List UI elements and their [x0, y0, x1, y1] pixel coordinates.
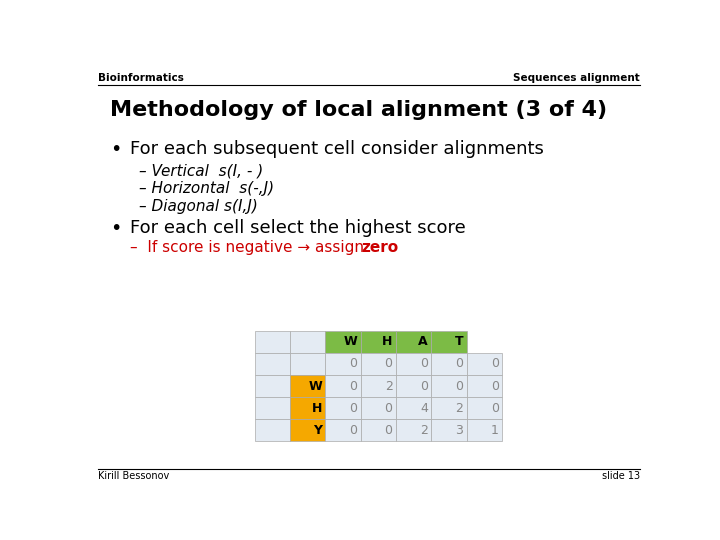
Bar — [467, 419, 502, 441]
Text: 0: 0 — [349, 380, 357, 393]
Bar — [396, 331, 431, 353]
Text: H: H — [382, 335, 392, 348]
Text: W: W — [343, 335, 357, 348]
Text: 1: 1 — [491, 423, 499, 436]
Text: –  If score is negative → assign: – If score is negative → assign — [130, 240, 369, 255]
Text: – Diagonal s(I,J): – Diagonal s(I,J) — [139, 199, 258, 214]
Text: H: H — [312, 402, 322, 415]
Text: Kirill Bessonov: Kirill Bessonov — [98, 471, 169, 482]
Bar — [290, 419, 325, 441]
Bar — [255, 353, 290, 375]
Bar — [361, 353, 396, 375]
Bar — [325, 331, 361, 353]
Bar — [431, 419, 467, 441]
Text: 0: 0 — [455, 357, 463, 370]
Text: For each subsequent cell consider alignments: For each subsequent cell consider alignm… — [130, 140, 544, 158]
Bar — [396, 397, 431, 419]
Text: •: • — [110, 219, 122, 239]
Text: 2: 2 — [456, 402, 463, 415]
Bar — [325, 353, 361, 375]
Text: For each cell select the highest score: For each cell select the highest score — [130, 219, 466, 238]
Bar — [431, 375, 467, 397]
Text: 0: 0 — [349, 423, 357, 436]
Text: – Horizontal  s(-,J): – Horizontal s(-,J) — [139, 181, 274, 196]
Bar — [255, 331, 290, 353]
Bar — [396, 375, 431, 397]
Bar — [396, 353, 431, 375]
Text: 0: 0 — [384, 402, 392, 415]
Text: Bioinformatics: Bioinformatics — [98, 73, 184, 83]
Text: – Vertical  s(I, - ): – Vertical s(I, - ) — [139, 164, 264, 179]
Text: slide 13: slide 13 — [602, 471, 640, 482]
Text: 0: 0 — [490, 402, 499, 415]
Bar — [325, 397, 361, 419]
Bar — [290, 353, 325, 375]
Bar — [255, 375, 290, 397]
Text: 0: 0 — [420, 357, 428, 370]
Bar — [467, 353, 502, 375]
Bar — [255, 397, 290, 419]
Bar — [290, 331, 325, 353]
Text: Y: Y — [313, 423, 322, 436]
Bar — [467, 397, 502, 419]
Bar — [325, 419, 361, 441]
Bar — [431, 397, 467, 419]
Bar — [431, 353, 467, 375]
Text: 4: 4 — [420, 402, 428, 415]
Text: W: W — [308, 380, 322, 393]
Text: 3: 3 — [456, 423, 463, 436]
Bar — [361, 397, 396, 419]
Bar — [431, 331, 467, 353]
Text: Sequences alignment: Sequences alignment — [513, 73, 640, 83]
Bar — [255, 419, 290, 441]
Text: –  If score is negative → assign zero: – If score is negative → assign zero — [130, 240, 402, 255]
Bar — [290, 375, 325, 397]
Text: 0: 0 — [384, 357, 392, 370]
Text: •: • — [110, 140, 122, 159]
Text: 0: 0 — [490, 357, 499, 370]
Text: 0: 0 — [455, 380, 463, 393]
Text: 0: 0 — [384, 423, 392, 436]
Text: A: A — [418, 335, 428, 348]
Text: 0: 0 — [420, 380, 428, 393]
Text: 0: 0 — [349, 402, 357, 415]
Bar — [325, 375, 361, 397]
Bar — [361, 331, 396, 353]
Text: 2: 2 — [384, 380, 392, 393]
Text: Methodology of local alignment (3 of 4): Methodology of local alignment (3 of 4) — [110, 100, 607, 120]
Text: T: T — [454, 335, 463, 348]
Bar — [361, 375, 396, 397]
Bar — [290, 397, 325, 419]
Bar — [361, 419, 396, 441]
Text: 0: 0 — [349, 357, 357, 370]
Text: 2: 2 — [420, 423, 428, 436]
Text: zero: zero — [361, 240, 399, 255]
Bar — [467, 375, 502, 397]
Text: 0: 0 — [490, 380, 499, 393]
Bar — [396, 419, 431, 441]
